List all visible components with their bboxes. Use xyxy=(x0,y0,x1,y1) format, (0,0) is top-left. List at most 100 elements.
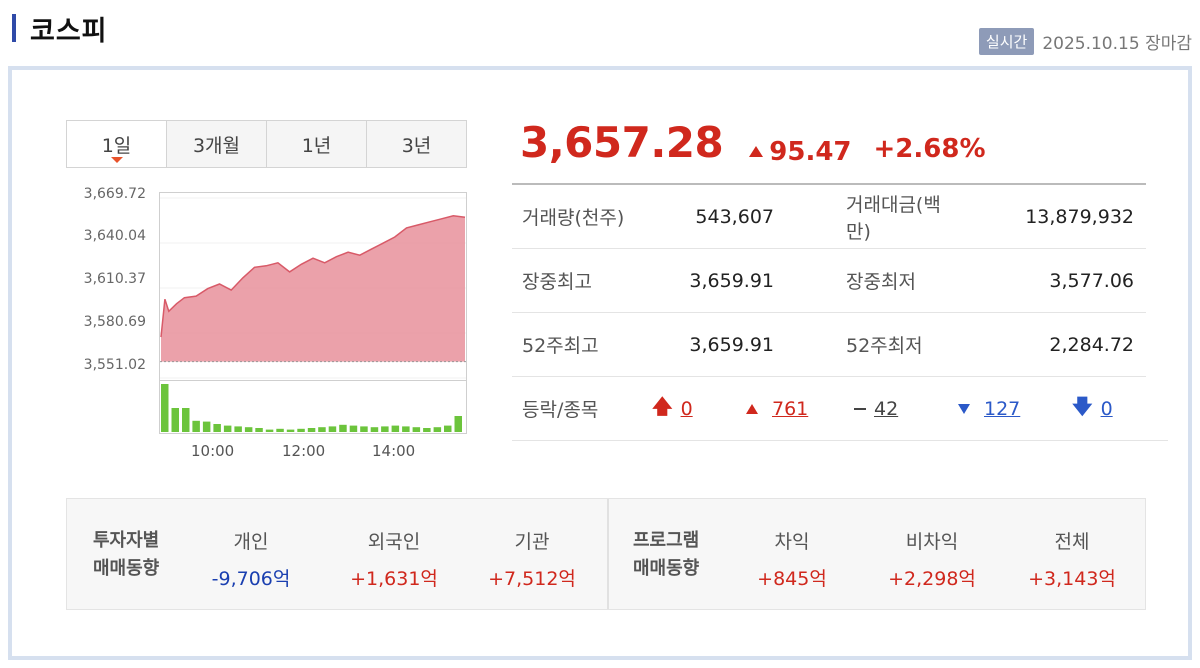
index-price: 3,657.28 xyxy=(520,118,724,167)
volume-bar xyxy=(370,427,379,432)
heading-line: 투자자별 xyxy=(93,530,160,551)
tab-3year[interactable]: 3년 xyxy=(366,121,466,167)
page-title: 코스피 xyxy=(30,15,108,47)
advance-decline-label: 등락/종목 xyxy=(522,399,599,421)
x-tick-label: 14:00 xyxy=(372,442,416,460)
volume-bar xyxy=(391,425,400,432)
volume-bar xyxy=(339,424,347,432)
volume-bar xyxy=(161,384,169,432)
volume-bar xyxy=(297,428,305,432)
realtime-badge: 실시간 xyxy=(978,28,1035,55)
tab-1day[interactable]: 1일 xyxy=(67,121,166,167)
declining-count: 127 xyxy=(958,398,1072,420)
unchanged-count: 42 xyxy=(854,398,958,420)
lower-limit-count: 🡇 0 xyxy=(1072,392,1113,426)
index-panel: 1일 3개월 1년 3년 3,669.72 3,640.04 3,610.37 … xyxy=(8,66,1192,660)
volume-bar xyxy=(360,426,368,432)
volume-bar xyxy=(265,429,274,432)
stat-label: 52주최고 xyxy=(522,335,599,357)
volume-bar xyxy=(223,425,232,432)
stat-value: 13,879,932 xyxy=(1025,205,1134,228)
volume-bar xyxy=(433,427,442,432)
price-plot xyxy=(159,192,467,384)
program-value: +845억 xyxy=(757,568,827,590)
volume-bar xyxy=(244,427,253,432)
declining-link[interactable]: 127 xyxy=(984,397,1021,420)
volume-bar xyxy=(412,427,421,432)
volume-bar xyxy=(171,408,179,432)
volume-plot xyxy=(159,380,467,434)
volume-frame xyxy=(159,380,467,434)
program-arbitrage: 차익 +845억 xyxy=(737,527,847,591)
heading-line: 매매동향 xyxy=(93,558,160,579)
stat-value: 3,659.91 xyxy=(689,333,774,356)
trading-trend-panel: 투자자별 매매동향 개인 -9,706억 외국인 +1,631억 기관 +7,5… xyxy=(66,498,1146,610)
advancing-link[interactable]: 761 xyxy=(772,397,809,420)
program-total: 전체 +3,143억 xyxy=(1007,527,1137,591)
stat-value: 3,577.06 xyxy=(1049,269,1134,292)
program-non-arbitrage: 비차익 +2,298억 xyxy=(867,527,997,591)
price-line xyxy=(160,215,466,338)
heading-line: 프로그램 xyxy=(633,530,700,551)
tab-3month[interactable]: 3개월 xyxy=(166,121,266,167)
advance-decline-row: 등락/종목 🡅 0 761 42 127 🡇 0 xyxy=(512,377,1168,441)
volume-bar xyxy=(286,429,295,432)
stat-value: 3,659.91 xyxy=(689,269,774,292)
stat-label: 52주최저 xyxy=(846,335,923,357)
volume-bar xyxy=(182,408,190,432)
index-change: 95.47 xyxy=(749,136,852,167)
up-triangle-icon xyxy=(746,403,758,414)
stat-label: 장중최고 xyxy=(522,271,592,293)
volume-bar xyxy=(202,421,211,432)
page-header: 코스피 xyxy=(12,8,108,48)
index-change-value: 95.47 xyxy=(769,136,852,167)
up-triangle-icon xyxy=(749,146,764,157)
investor-label: 외국인 xyxy=(367,531,421,553)
y-tick-label: 3,580.69 xyxy=(83,314,146,330)
heading-line: 매매동향 xyxy=(633,558,700,579)
volume-bar xyxy=(276,428,284,432)
upper-limit-link[interactable]: 0 xyxy=(680,397,693,420)
x-tick-label: 12:00 xyxy=(282,442,326,460)
market-status-text: 2025.10.15 장마감 xyxy=(1042,34,1192,54)
down-triangle-icon xyxy=(958,403,970,414)
volume-bar xyxy=(402,426,410,432)
stat-row: 52주최고 3,659.91 52주최저 2,284.72 xyxy=(512,313,1146,377)
volume-bar xyxy=(381,426,389,432)
market-status: 실시간 2025.10.15 장마감 xyxy=(978,28,1192,55)
program-label: 전체 xyxy=(1054,531,1090,553)
volume-bar xyxy=(454,416,462,432)
stat-value: 2,284.72 xyxy=(1049,333,1134,356)
y-tick-label: 3,610.37 xyxy=(83,271,146,287)
volume-bar xyxy=(255,428,263,432)
active-caret-icon xyxy=(110,157,123,163)
lower-limit-link[interactable]: 0 xyxy=(1100,397,1113,420)
stat-label: 거래대금(백만) xyxy=(846,193,941,243)
program-label: 비차익 xyxy=(905,531,959,553)
unchanged-link[interactable]: 42 xyxy=(874,397,899,420)
volume-bar xyxy=(234,426,242,432)
volume-bar xyxy=(307,428,316,432)
tab-label: 3개월 xyxy=(192,134,241,157)
y-tick-label: 3,640.04 xyxy=(83,228,146,244)
arrow-up-icon: 🡅 xyxy=(652,393,673,418)
stat-label: 장중최저 xyxy=(846,271,916,293)
program-trend-heading: 프로그램 매매동향 xyxy=(633,527,699,583)
program-value: +2,298억 xyxy=(888,568,976,590)
x-tick-label: 10:00 xyxy=(191,442,235,460)
volume-bar xyxy=(192,420,200,432)
stat-value: 543,607 xyxy=(695,205,774,228)
volume-bar xyxy=(318,427,326,432)
upper-limit-count: 🡅 0 xyxy=(652,392,746,426)
volume-bar xyxy=(213,424,221,432)
panel-divider xyxy=(607,499,609,609)
investor-value: -9,706억 xyxy=(211,568,291,590)
volume-bar xyxy=(328,426,337,432)
volume-bar xyxy=(444,425,452,432)
index-quote: 3,657.28 95.47 +2.68% xyxy=(520,118,986,167)
index-change-rate: +2.68% xyxy=(873,134,986,164)
investor-foreign: 외국인 +1,631억 xyxy=(329,527,459,591)
tab-1year[interactable]: 1년 xyxy=(266,121,366,167)
y-tick-label: 3,551.02 xyxy=(83,357,146,373)
investor-institution: 기관 +7,512억 xyxy=(467,527,597,591)
